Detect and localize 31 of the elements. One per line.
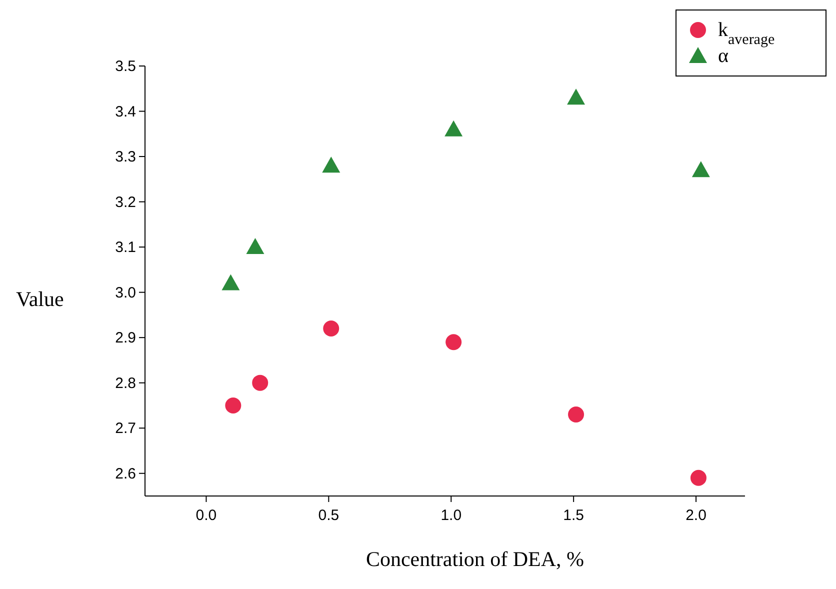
point bbox=[246, 238, 264, 254]
point bbox=[690, 470, 706, 486]
x-tick-label: 2.0 bbox=[686, 507, 706, 524]
y-tick-label: 3.0 bbox=[115, 284, 136, 302]
x-tick-label: 1.0 bbox=[440, 507, 462, 524]
point bbox=[446, 334, 462, 350]
y-tick-label: 2.6 bbox=[115, 465, 136, 482]
y-tick-label: 2.8 bbox=[115, 374, 136, 392]
y-tick-label: 3.1 bbox=[115, 239, 136, 256]
y-tick-label: 3.5 bbox=[115, 58, 136, 75]
legend-label: k$_{average}$ bbox=[718, 19, 775, 48]
point bbox=[252, 374, 268, 391]
x-tick-label: 0.0 bbox=[196, 507, 217, 524]
point bbox=[567, 88, 586, 105]
x-axis-title: Concentration of DEA, % bbox=[366, 547, 584, 571]
y-tick-label: 3.2 bbox=[115, 194, 136, 211]
y-tick-label: 2.9 bbox=[115, 330, 136, 347]
point bbox=[225, 397, 242, 414]
y-axis-title: Value bbox=[16, 287, 64, 311]
point bbox=[322, 156, 340, 173]
point bbox=[222, 274, 240, 290]
y-tick-label: 3.4 bbox=[115, 103, 136, 120]
legend-label: α bbox=[718, 45, 729, 67]
x-tick-label: 1.5 bbox=[563, 507, 584, 524]
point bbox=[568, 406, 584, 423]
point bbox=[323, 320, 340, 337]
x-tick-label: 0.5 bbox=[318, 507, 340, 524]
y-tick-label: 2.7 bbox=[115, 420, 136, 438]
point bbox=[692, 161, 710, 178]
y-tick-label: 3.3 bbox=[115, 148, 136, 166]
point bbox=[444, 120, 463, 136]
